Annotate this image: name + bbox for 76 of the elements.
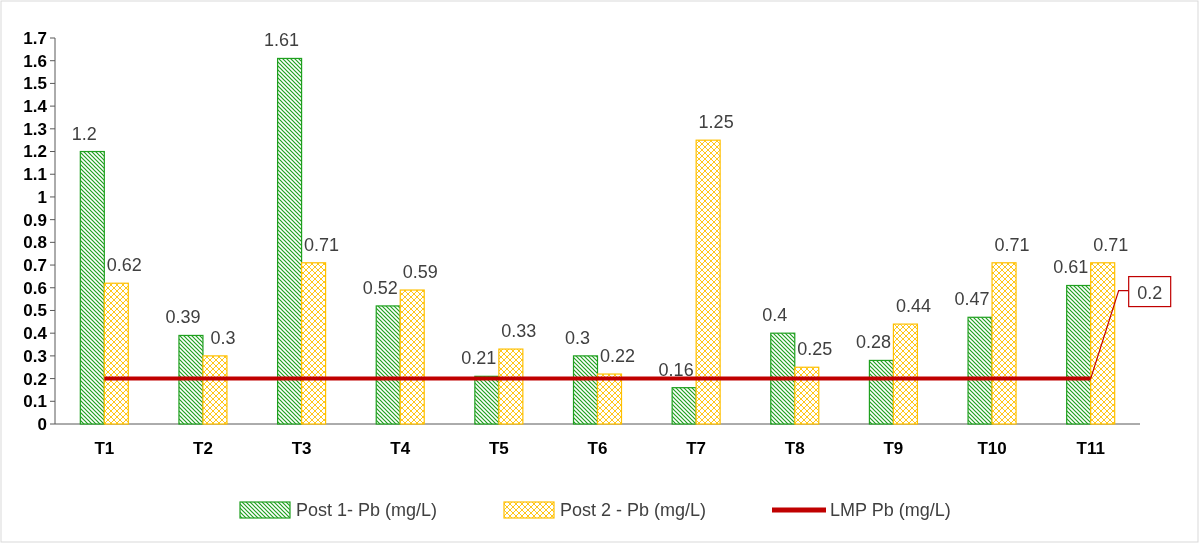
x-tick-label: T2: [193, 439, 213, 458]
data-label: 0.16: [658, 359, 694, 380]
bar: [1090, 262, 1116, 425]
bar: [770, 332, 796, 425]
y-tick-label: 1: [37, 187, 47, 207]
bar: [596, 373, 623, 425]
y-tick-label: 0.5: [23, 301, 47, 321]
y-tick-label: 1.2: [23, 142, 47, 162]
x-tick-label: T6: [587, 439, 608, 458]
data-label: 0.52: [362, 277, 398, 298]
bar: [868, 359, 895, 425]
bar: [671, 387, 697, 425]
x-tick-label: T4: [390, 439, 411, 458]
data-label: 0.71: [1093, 234, 1129, 255]
legend-label: Post 2 - Pb (mg/L): [560, 500, 707, 521]
data-label: 0.61: [1053, 257, 1089, 278]
x-tick-label: T7: [686, 439, 707, 458]
x-tick-label: T10: [977, 439, 1007, 458]
data-label: 0.47: [954, 289, 990, 310]
y-tick-label: 0.1: [23, 392, 47, 412]
data-label: 0.39: [165, 307, 201, 328]
x-tick-label: T3: [291, 439, 312, 458]
x-tick-label: T9: [883, 439, 904, 458]
y-tick-label: 0.9: [23, 210, 47, 230]
bar: [892, 323, 919, 425]
y-tick-label: 1.5: [23, 74, 47, 94]
data-label: 0.33: [501, 321, 537, 342]
y-tick-label: 0.2: [23, 369, 47, 389]
x-tick-label: T11: [1076, 439, 1105, 458]
data-label: 0.62: [106, 255, 142, 276]
bar: [572, 355, 599, 425]
x-tick-label: T8: [784, 439, 805, 458]
bar: [103, 282, 129, 425]
bar: [375, 305, 401, 425]
bar: [79, 150, 105, 425]
bar: [991, 262, 1017, 425]
bar: [1066, 284, 1092, 425]
y-tick-label: 0.4: [23, 324, 48, 344]
data-label: 0.4: [762, 305, 788, 326]
data-label: 0.59: [402, 262, 438, 283]
data-label: 0.28: [855, 332, 891, 353]
y-tick-label: 0: [37, 414, 47, 434]
data-label: 0.3: [210, 327, 236, 348]
y-tick-label: 1.7: [23, 28, 47, 48]
data-label: 0.71: [994, 234, 1030, 255]
legend-label: LMP Pb (mg/L): [830, 500, 951, 521]
bar: [178, 334, 204, 425]
bar: [695, 139, 721, 425]
y-tick-label: 0.6: [23, 278, 47, 298]
data-label: 0.25: [797, 339, 833, 360]
data-label: 0.71: [304, 234, 340, 255]
data-label: 0.21: [461, 348, 497, 369]
data-label: 1.25: [698, 112, 734, 133]
y-tick-label: 1.3: [23, 119, 47, 139]
x-tick-label: T1: [94, 439, 115, 458]
data-label: 0.2: [1137, 282, 1163, 303]
y-tick-label: 0.3: [23, 346, 47, 366]
bar: [202, 355, 228, 425]
y-tick-label: 0.8: [23, 233, 47, 253]
bar: [300, 262, 327, 425]
y-tick-label: 1.6: [23, 51, 47, 71]
bar: [276, 57, 303, 425]
data-label: 0.44: [895, 296, 931, 317]
data-label: 1.2: [71, 123, 97, 144]
bar: [498, 348, 524, 425]
legend-label: Post 1- Pb (mg/L): [296, 500, 438, 521]
bar: [399, 289, 425, 425]
data-label: 1.61: [264, 30, 300, 51]
data-label: 0.3: [564, 327, 591, 348]
x-tick-label: T5: [488, 439, 509, 458]
y-tick-label: 1.4: [23, 97, 48, 117]
bar: [794, 366, 820, 425]
bar: [967, 316, 993, 425]
y-tick-label: 0.7: [23, 256, 47, 276]
data-label: 0.22: [599, 346, 636, 367]
y-tick-label: 1.1: [23, 165, 47, 185]
